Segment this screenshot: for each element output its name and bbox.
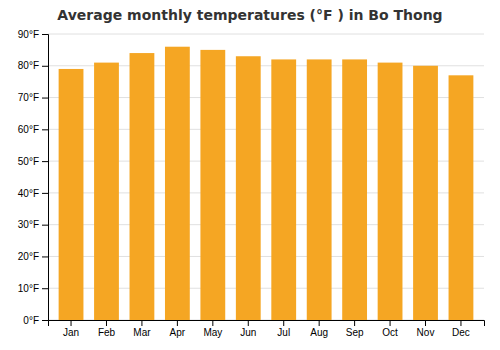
tick-mark	[42, 34, 48, 35]
tick-label: May	[203, 327, 222, 338]
tick-label: Oct	[382, 327, 398, 338]
tick-mark	[42, 288, 48, 289]
bars	[59, 47, 474, 320]
tick-mark	[141, 320, 142, 326]
tick-label: Aug	[310, 327, 328, 338]
tick-label: 30°F	[18, 219, 39, 230]
axis-line	[49, 321, 485, 327]
tick-mark	[212, 320, 213, 326]
y-axis: 0°F 10°F 20°F 30°F 40°F 50°F 60°F 70°F 80°F 90°F	[18, 29, 49, 326]
tick-label: Apr	[170, 327, 186, 338]
tick-label: Feb	[98, 327, 116, 338]
tick-label: 90°F	[18, 29, 39, 40]
bar	[59, 69, 84, 320]
x-tick: Jul	[277, 320, 290, 338]
bar	[307, 59, 332, 320]
tick-mark	[42, 98, 48, 99]
y-tick: 40°F	[18, 188, 48, 199]
y-tick: 30°F	[18, 219, 48, 230]
tick-mark	[42, 66, 48, 67]
y-tick: 0°F	[23, 315, 48, 326]
tick-label: 10°F	[18, 283, 39, 294]
tick-mark	[319, 320, 320, 326]
bar	[130, 53, 155, 320]
bar	[200, 50, 225, 320]
bar	[94, 63, 119, 320]
tick-mark	[390, 320, 391, 326]
x-tick: May	[203, 320, 222, 338]
grid-line	[48, 34, 484, 35]
tick-mark	[42, 256, 48, 257]
bar	[449, 75, 474, 320]
bar	[236, 56, 261, 320]
x-tick: Dec	[452, 320, 470, 338]
bar	[413, 66, 438, 320]
y-tick: 90°F	[18, 29, 48, 40]
tick-mark	[248, 320, 249, 326]
axis-line	[42, 35, 49, 321]
x-tick: Mar	[133, 320, 151, 338]
tick-label: 80°F	[18, 60, 39, 71]
tick-label: Sep	[346, 327, 364, 338]
tick-label: Jul	[277, 327, 290, 338]
tick-label: Dec	[452, 327, 470, 338]
tick-label: 60°F	[18, 124, 39, 135]
tick-label: Mar	[133, 327, 151, 338]
title: Average monthly temperatures (°F ) in Bo…	[57, 7, 442, 23]
y-tick: 60°F	[18, 124, 48, 135]
tick-mark	[460, 320, 461, 326]
x-tick: Apr	[170, 320, 186, 338]
y-tick: 80°F	[18, 60, 48, 71]
bar	[165, 47, 190, 320]
chart: 0°F 10°F 20°F 30°F 40°F 50°F 60°F 70°F 80°F 90°F J…	[0, 0, 500, 350]
tick-label: 0°F	[23, 315, 39, 326]
tick-mark	[71, 320, 72, 326]
tick-mark	[42, 225, 48, 226]
tick-label: Jan	[63, 327, 79, 338]
tick-label: Nov	[417, 327, 435, 338]
x-tick: Jun	[240, 320, 256, 338]
x-tick: Aug	[310, 320, 328, 338]
bar	[378, 63, 403, 320]
bar	[342, 59, 367, 320]
tick-mark	[42, 193, 48, 194]
tick-mark	[42, 320, 48, 321]
x-tick: Feb	[98, 320, 116, 338]
tick-mark	[106, 320, 107, 326]
tick-label: 50°F	[18, 156, 39, 167]
tick-mark	[177, 320, 178, 326]
x-tick: Nov	[417, 320, 435, 338]
bar	[271, 59, 296, 320]
y-tick: 50°F	[18, 156, 48, 167]
tick-mark	[283, 320, 284, 326]
tick-mark	[42, 161, 48, 162]
x-tick: Sep	[346, 320, 364, 338]
tick-label: Jun	[240, 327, 256, 338]
tick-mark	[425, 320, 426, 326]
y-tick: 10°F	[18, 283, 48, 294]
plot: 0°F 10°F 20°F 30°F 40°F 50°F 60°F 70°F 80°F 90°F J…	[18, 29, 485, 338]
y-tick: 20°F	[18, 251, 48, 262]
x-axis: Jan Feb Mar Apr May Jun Jul Aug Sep Oct Nov Dec	[49, 320, 485, 338]
x-tick: Oct	[382, 320, 398, 338]
grid	[48, 34, 484, 320]
tick-label: 20°F	[18, 251, 39, 262]
y-tick: 70°F	[18, 92, 48, 103]
tick-label: 40°F	[18, 188, 39, 199]
tick-label: 70°F	[18, 92, 39, 103]
x-tick: Jan	[63, 320, 79, 338]
tick-mark	[354, 320, 355, 326]
tick-mark	[42, 129, 48, 130]
